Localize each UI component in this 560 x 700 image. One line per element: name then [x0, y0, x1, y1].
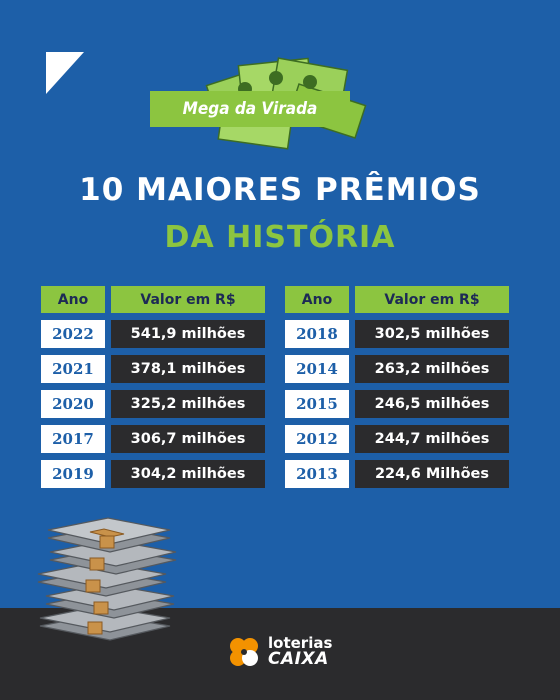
header-year: Ano [41, 286, 105, 313]
value-cell: 302,5 milhões [355, 320, 509, 348]
year-cell: 2019 [41, 460, 105, 488]
header-value: Valor em R$ [355, 286, 509, 313]
year-cell: 2014 [285, 355, 349, 383]
year-cell: 2020 [41, 390, 105, 418]
logo-text-loterias: loterias [268, 634, 333, 652]
corner-triangle-icon [46, 52, 84, 94]
header-year: Ano [285, 286, 349, 313]
year-cell: 2015 [285, 390, 349, 418]
page-title: 10 MAIORES PRÊMIOS [79, 172, 481, 208]
value-cell: 541,9 milhões [111, 320, 265, 348]
money-stack-icon [37, 517, 177, 641]
value-cell: 244,7 milhões [355, 425, 509, 453]
page-subtitle: DA HISTÓRIA [164, 220, 396, 255]
value-cell: 304,2 milhões [111, 460, 265, 488]
header-value: Valor em R$ [111, 286, 265, 313]
banner-label: Mega da Virada [182, 99, 318, 119]
value-cell: 224,6 Milhões [355, 460, 509, 488]
value-cell: 325,2 milhões [111, 390, 265, 418]
year-cell: 2022 [41, 320, 105, 348]
logo-text-caixa: CAIXA [268, 649, 329, 669]
year-cell: 2017 [41, 425, 105, 453]
year-cell: 2013 [285, 460, 349, 488]
value-cell: 378,1 milhões [111, 355, 265, 383]
loterias-caixa-logo: loterias CAIXA [228, 636, 332, 668]
caixa-clover-logo-icon [230, 638, 258, 666]
value-cell: 263,2 milhões [355, 355, 509, 383]
year-cell: 2018 [285, 320, 349, 348]
mega-da-virada-banner: Mega da Virada [150, 91, 350, 127]
year-cell: 2021 [41, 355, 105, 383]
value-cell: 246,5 milhões [355, 390, 509, 418]
value-cell: 306,7 milhões [111, 425, 265, 453]
year-cell: 2012 [285, 425, 349, 453]
